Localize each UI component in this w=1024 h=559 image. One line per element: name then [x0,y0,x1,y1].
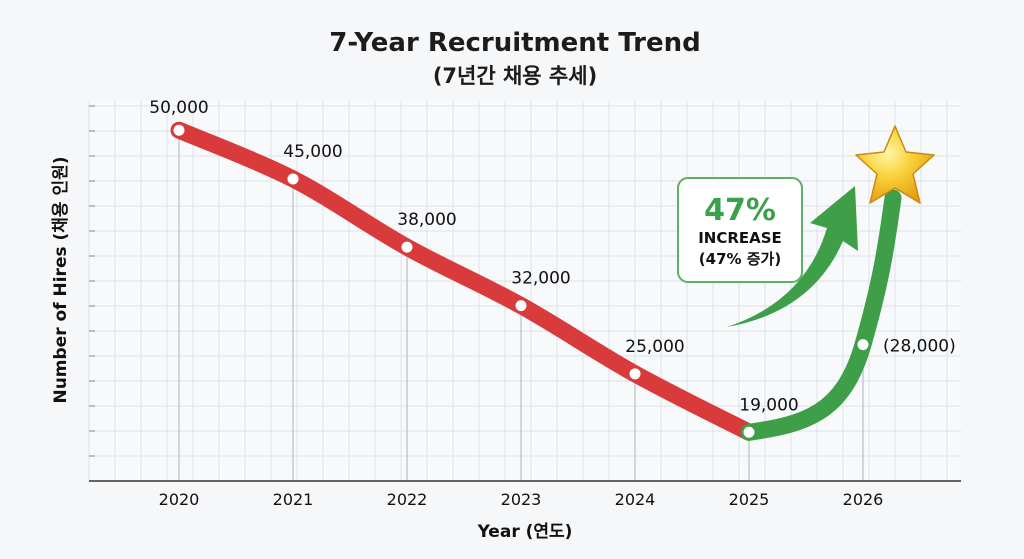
x-tick-label: 2026 [843,490,884,509]
callout-headline: 47% [704,193,776,228]
data-label: 50,000 [149,98,208,118]
data-point [515,300,527,312]
chart-title: 7-Year Recruitment Trend [329,28,700,58]
data-point [743,426,755,438]
x-tick-label: 2022 [387,490,428,509]
data-point [857,339,869,351]
data-label: 38,000 [397,210,456,230]
series-line-decline [170,121,758,441]
x-axis-title: Year (연도) [477,522,573,542]
data-label: 32,000 [511,269,570,289]
x-tick-label: 2023 [501,490,542,509]
plot-background [89,101,961,481]
data-point [401,241,413,253]
y-axis-title: Number of Hires (채용 인원) [51,156,71,403]
data-label: 45,000 [283,142,342,162]
data-labels: 50,000 45,000 38,000 32,000 25,000 19,000 (28,… [149,98,955,415]
data-point [173,124,185,136]
data-label: 19,000 [739,395,798,415]
chart-subtitle: (7년간 채용 추세) [433,64,597,88]
x-tick-label: 2025 [729,490,770,509]
data-point [629,368,641,380]
data-label: 25,000 [625,337,684,357]
x-tick-labels: 2020 2021 2022 2023 2024 2025 2026 [159,490,884,509]
x-tick-label: 2020 [159,490,200,509]
callout-line1: INCREASE [698,229,782,247]
x-tick-label: 2021 [273,490,314,509]
series-layer [170,121,902,441]
increase-arrow [727,186,858,327]
x-tick-label: 2024 [615,490,656,509]
star-icon [855,125,935,204]
data-label: (28,000) [883,337,956,357]
callout-line2: (47% 증가) [699,250,781,268]
increase-callout: 47% INCREASE (47% 증가) [677,177,803,283]
data-point [287,173,299,185]
callout-box [677,177,803,283]
